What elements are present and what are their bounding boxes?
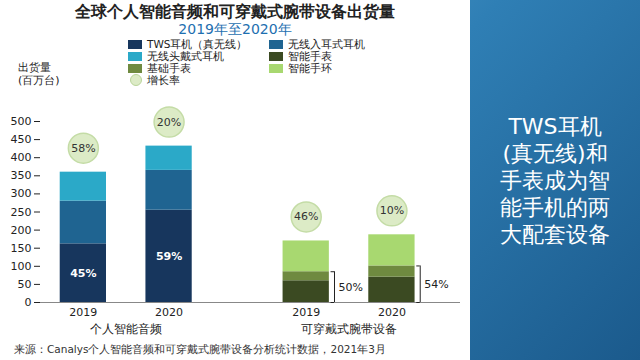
svg-text:59%: 59% (156, 250, 182, 263)
svg-text:2019: 2019 (69, 306, 97, 319)
svg-text:200: 200 (11, 224, 32, 237)
svg-text:350: 350 (11, 169, 32, 182)
svg-text:45%: 45% (70, 267, 96, 280)
svg-text:300: 300 (11, 187, 32, 200)
html-text:增长率: 增长率 (147, 74, 180, 86)
svg-text:100: 100 (11, 260, 32, 273)
html-text:无线入耳式耳机: 无线入耳式耳机 (288, 38, 366, 50)
svg-text:400: 400 (11, 151, 32, 164)
svg-text:2019: 2019 (292, 306, 320, 319)
html-text:全球个人智能音频和可穿戴式腕带设备出货量: 全球个人智能音频和可穿戴式腕带设备出货量 (75, 2, 395, 21)
html-text:2019年至2020年: 2019年至2020年 (178, 21, 292, 37)
html-text:出货量 (百万台): 出货量 (百万台) (18, 61, 60, 87)
svg-text:10%: 10% (380, 204, 404, 217)
html-text:TWS耳机(真无线)和手表成为智能手机的两大配套设备: TWS耳机(真无线)和手表成为智能手机的两大配套设备 (500, 113, 610, 247)
svg-text:450: 450 (11, 133, 32, 146)
svg-text:46%: 46% (294, 210, 318, 223)
svg-text:个人智能音频: 个人智能音频 (90, 322, 162, 336)
html-text:智能手环: 智能手环 (288, 62, 333, 74)
svg-text:50%: 50% (339, 281, 363, 294)
svg-text:58%: 58% (71, 142, 95, 155)
svg-text:可穿戴式腕带设备: 可穿戴式腕带设备 (301, 322, 397, 336)
html-text:无线头戴式耳机: 无线头戴式耳机 (147, 50, 224, 62)
svg-text:50: 50 (18, 278, 32, 291)
svg-text:0: 0 (25, 296, 32, 309)
html-text:基础手表: 基础手表 (147, 62, 191, 74)
svg-text:500: 500 (11, 115, 32, 128)
html-text:来源：Canalys个人智能音频和可穿戴式腕带设备分析统计数: 来源：Canalys个人智能音频和可穿戴式腕带设备分析统计数据，2021年3月 (14, 343, 386, 355)
html-text:智能手表: 智能手表 (288, 50, 333, 62)
svg-text:2020: 2020 (378, 306, 406, 319)
svg-text:150: 150 (11, 242, 32, 255)
svg-text:54%: 54% (424, 278, 448, 291)
svg-text:2020: 2020 (155, 306, 183, 319)
html-text:TWS耳机（真无线）: TWS耳机（真无线） (147, 38, 248, 50)
svg-text:250: 250 (11, 206, 32, 219)
svg-text:20%: 20% (157, 116, 181, 129)
